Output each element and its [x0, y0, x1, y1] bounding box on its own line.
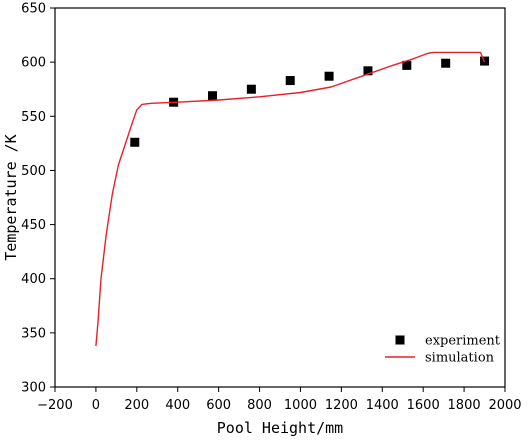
series-layer [95, 51, 490, 346]
plot-frame [54, 7, 506, 388]
x-tick-label: 1200 [325, 398, 358, 413]
x-axis-label: Pool Height/mm [217, 419, 343, 437]
y-tick-label: 400 [21, 272, 46, 287]
data-point-experiment [130, 137, 140, 147]
x-tick-label: 0 [92, 398, 100, 413]
y-tick-label: 350 [21, 326, 46, 341]
y-tick-label: 450 [21, 218, 46, 233]
y-axis-label: Temperature /K [2, 134, 20, 260]
plot-border [54, 7, 506, 388]
x-tick-label: −200 [37, 398, 73, 413]
x-tick-label: 200 [124, 398, 149, 413]
data-point-experiment [285, 76, 295, 86]
legend-label-simulation: simulation [425, 351, 495, 366]
axis-ticks: −200 0 200 400 600 800 1000 1200 1400 1600 1800 200… [21, 2, 521, 414]
x-tick-label: 1800 [448, 398, 481, 413]
x-tick-label: 2000 [488, 398, 521, 413]
x-tick-label: 1400 [366, 398, 399, 413]
legend: experiment simulation [385, 334, 501, 366]
series-line-simulation [95, 51, 486, 346]
x-tick-label: 600 [206, 398, 231, 413]
y-tick-label: 600 [21, 56, 46, 71]
data-point-experiment [246, 84, 256, 94]
data-point-experiment [441, 58, 451, 68]
data-point-experiment [363, 66, 373, 76]
data-point-experiment [324, 71, 334, 81]
legend-marker-experiment [395, 335, 405, 345]
x-tick-label: 1600 [407, 398, 440, 413]
legend-label-experiment: experiment [425, 334, 501, 349]
y-tick-label: 650 [21, 2, 46, 17]
x-tick-label: 1000 [284, 398, 317, 413]
x-tick-label: 400 [165, 398, 190, 413]
y-tick-label: 300 [21, 381, 46, 396]
y-tick-label: 500 [21, 164, 46, 179]
y-tick-label: 550 [21, 110, 46, 125]
data-point-experiment [402, 60, 412, 70]
data-point-experiment [208, 91, 217, 101]
x-tick-label: 800 [247, 398, 272, 413]
